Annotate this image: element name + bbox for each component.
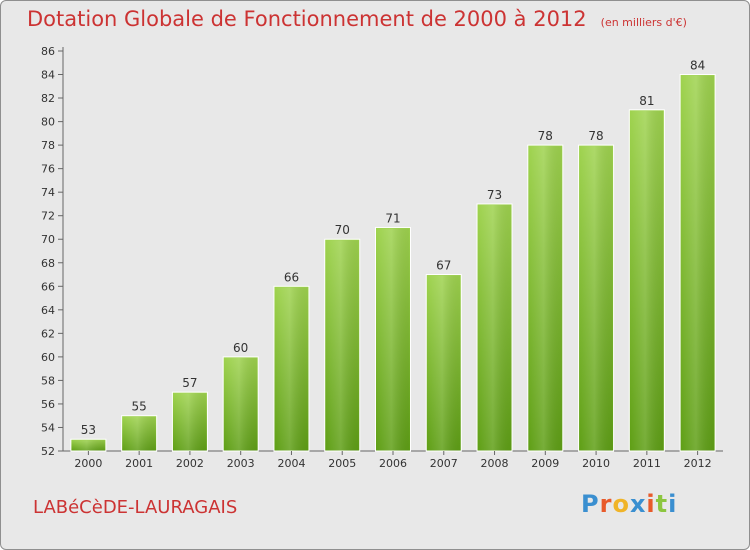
data-label-2000: 53: [81, 423, 96, 437]
data-label-2002: 57: [182, 376, 197, 390]
x-tick-label-2012: 2012: [684, 457, 712, 470]
y-tick-label: 64: [41, 304, 55, 317]
bar-shine-2004: [274, 287, 308, 451]
chart-subtitle: (en milliers d'€): [600, 16, 687, 29]
bar-shine-2008: [478, 204, 512, 451]
y-tick-label: 62: [41, 327, 55, 340]
x-tick-label-2007: 2007: [430, 457, 458, 470]
logo-letter: x: [629, 490, 647, 518]
y-tick-label: 60: [41, 351, 55, 364]
bar-shine-2006: [376, 228, 410, 451]
y-tick-label: 70: [41, 233, 55, 246]
y-tick-label: 74: [41, 186, 55, 199]
bar-shine-2002: [173, 393, 207, 451]
proxiti-logo: Proxiti: [581, 490, 677, 518]
bar-shine-2012: [681, 75, 715, 451]
chart-title: Dotation Globale de Fonctionnement de 20…: [27, 7, 687, 31]
y-tick-label: 82: [41, 92, 55, 105]
x-tick-label-2008: 2008: [481, 457, 509, 470]
x-tick-label-2011: 2011: [633, 457, 661, 470]
data-label-2006: 71: [385, 211, 400, 225]
chart-title-text: Dotation Globale de Fonctionnement de 20…: [27, 7, 587, 31]
x-tick-label-2009: 2009: [531, 457, 559, 470]
data-label-2009: 78: [538, 129, 553, 143]
x-tick-label-2003: 2003: [227, 457, 255, 470]
y-tick-label: 72: [41, 210, 55, 223]
data-label-2005: 70: [335, 223, 350, 237]
data-label-2001: 55: [132, 400, 147, 414]
bar-shine-2010: [579, 146, 613, 451]
x-tick-label-2000: 2000: [74, 457, 102, 470]
commune-name: LABéCèDE-LAURAGAIS: [33, 497, 238, 518]
y-tick-label: 56: [41, 398, 55, 411]
x-tick-label-2005: 2005: [328, 457, 356, 470]
bar-shine-2005: [325, 240, 359, 451]
data-label-2003: 60: [233, 341, 248, 355]
logo-letter: r: [599, 490, 613, 518]
y-tick-label: 80: [41, 116, 55, 129]
logo-letter: P: [581, 490, 600, 518]
logo-letter: o: [612, 490, 630, 518]
y-tick-label: 68: [41, 257, 55, 270]
bar-shine-2009: [528, 146, 562, 451]
data-label-2007: 67: [436, 259, 451, 273]
y-tick-label: 78: [41, 139, 55, 152]
y-tick-label: 84: [41, 69, 55, 82]
data-label-2008: 73: [487, 188, 502, 202]
y-tick-label: 86: [41, 45, 55, 58]
logo-letter: i: [668, 490, 678, 518]
data-label-2010: 78: [588, 129, 603, 143]
x-tick-label-2002: 2002: [176, 457, 204, 470]
y-tick-label: 66: [41, 280, 55, 293]
bar-shine-2011: [630, 110, 664, 451]
logo-letter: i: [646, 490, 656, 518]
logo-letter: t: [655, 490, 669, 518]
data-label-2004: 66: [284, 270, 299, 284]
data-label-2011: 81: [639, 94, 654, 108]
data-label-2012: 84: [690, 59, 705, 73]
x-tick-label-2006: 2006: [379, 457, 407, 470]
y-tick-label: 52: [41, 445, 55, 458]
bar-shine-2003: [224, 357, 258, 451]
x-tick-label-2001: 2001: [125, 457, 153, 470]
bar-shine-2000: [71, 440, 105, 451]
x-tick-label-2010: 2010: [582, 457, 610, 470]
y-tick-label: 76: [41, 163, 55, 176]
x-tick-label-2004: 2004: [277, 457, 305, 470]
y-tick-label: 54: [41, 421, 55, 434]
bar-shine-2001: [122, 416, 156, 451]
y-tick-label: 58: [41, 374, 55, 387]
bar-shine-2007: [427, 275, 461, 451]
